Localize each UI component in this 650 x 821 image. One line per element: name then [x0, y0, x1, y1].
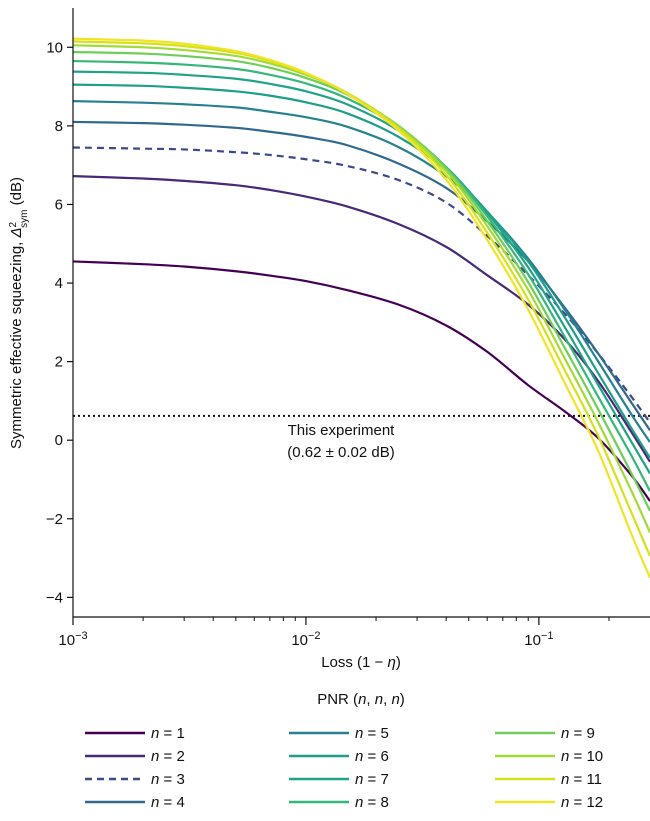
series-line-n11 [73, 40, 650, 557]
y-axis-ticks: 10 8 6 4 2 0 −2 −4 [46, 39, 73, 606]
legend-label: n = 1 [151, 725, 185, 742]
annotation-line-1: This experiment [288, 422, 396, 439]
y-tick-label: −2 [46, 511, 63, 528]
x-tick-label: 10−2 [291, 630, 320, 649]
series-line-n10 [73, 44, 650, 533]
series-line-n4 [73, 120, 650, 431]
x-axis-ticks: 10−3 10−2 10−1 [58, 617, 610, 649]
legend-label: n = 11 [561, 771, 602, 788]
y-tick-label: 8 [55, 118, 63, 135]
series-line-n2 [73, 175, 650, 463]
x-tick-label: 10−3 [58, 630, 87, 649]
y-tick-label: −4 [46, 589, 63, 606]
legend-label: n = 8 [355, 794, 389, 811]
legend-title: PNR (n, n, n) [317, 691, 405, 708]
legend-label: n = 5 [355, 725, 389, 742]
legend-label: n = 2 [151, 748, 185, 765]
legend-label: n = 3 [151, 771, 185, 788]
legend-label: n = 4 [151, 794, 185, 811]
legend-label: n = 10 [561, 748, 603, 765]
legend-label: n = 6 [355, 748, 389, 765]
series-line-n9 [73, 50, 650, 512]
plot-area [73, 37, 650, 579]
y-tick-label: 6 [55, 196, 63, 213]
annotation-line-2: (0.62 ± 0.02 dB) [287, 444, 394, 461]
y-tick-label: 4 [55, 275, 63, 292]
legend-label: n = 7 [355, 771, 389, 788]
y-tick-label: 2 [55, 354, 63, 371]
legend-label: n = 9 [561, 725, 595, 742]
series-line-n12 [73, 37, 650, 579]
x-tick-label: 10−1 [524, 630, 553, 649]
series-line-n6 [73, 83, 650, 459]
legend: n = 1 n = 2 n = 3 n = 4 n = 5 n = 6 n = 7 n = 8… [85, 725, 603, 811]
y-axis-label: Symmetric effective squeezing, Δ2sym (dB… [8, 177, 30, 449]
legend-label: n = 12 [561, 794, 603, 811]
x-axis-label: Loss (1 − η) [321, 654, 401, 671]
y-tick-label: 10 [46, 39, 63, 56]
series-line-n5 [73, 100, 650, 443]
y-tick-label: 0 [55, 432, 63, 449]
